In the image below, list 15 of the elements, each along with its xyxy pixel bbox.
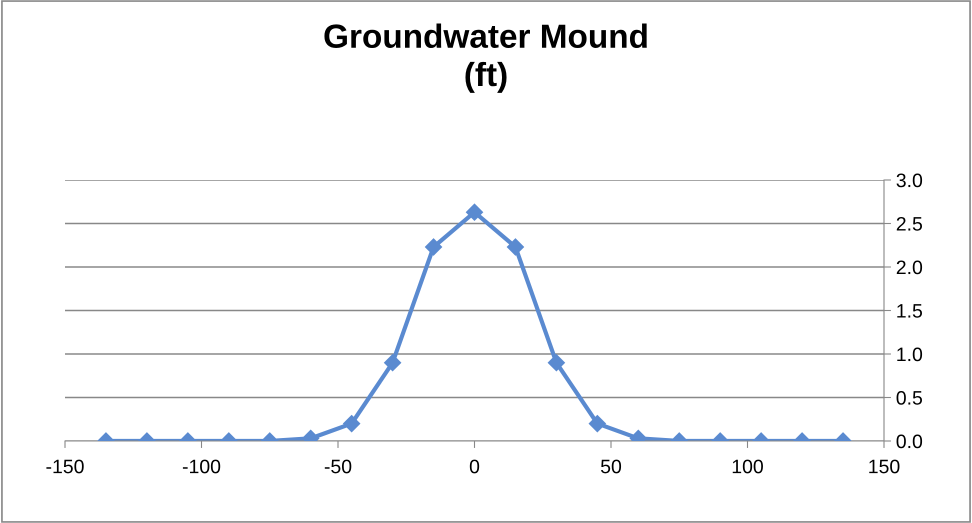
- x-tick-label: -150: [46, 460, 84, 474]
- y-tick-label: 1.5: [897, 304, 922, 318]
- y-tick-label: 0.5: [896, 390, 922, 405]
- x-tick-label: -100: [182, 460, 220, 474]
- x-tick-label: 0: [470, 460, 480, 474]
- chart-title: Groundwater Mound (ft): [324, 24, 647, 93]
- y-tick-label: 1.0: [897, 347, 922, 362]
- y-tick-label: 3.0: [896, 173, 922, 188]
- y-tick-label: 2.5: [896, 216, 922, 231]
- y-tick-label: 2.0: [896, 260, 922, 274]
- y-tick-label: 0.0: [896, 434, 922, 448]
- x-tick-label: -50: [324, 460, 352, 474]
- x-tick-label: 150: [869, 460, 900, 474]
- x-tick-label: 100: [732, 460, 763, 474]
- x-tick-label: 50: [600, 460, 622, 474]
